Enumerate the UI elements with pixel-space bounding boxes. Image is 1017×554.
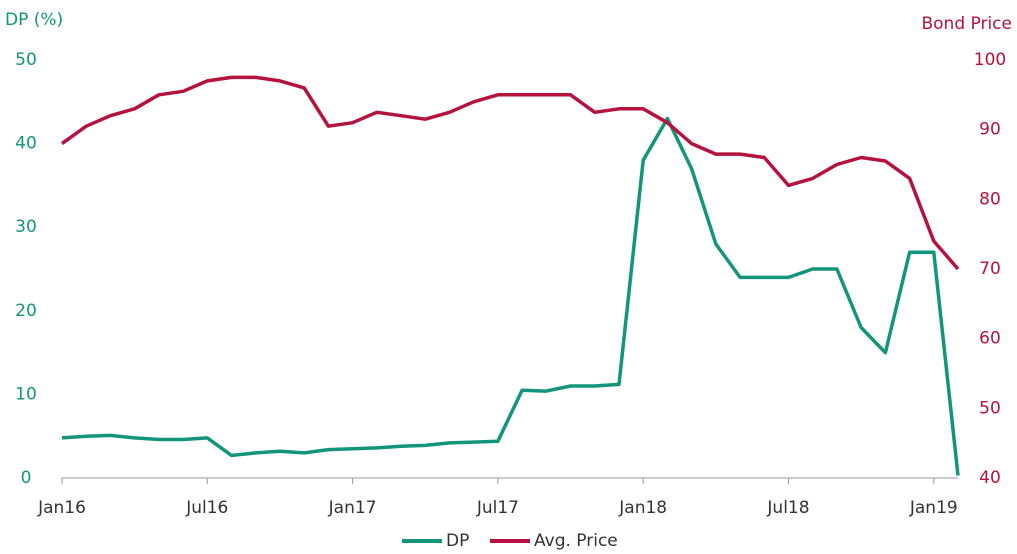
y2-tick-label: 70 [979,259,1001,279]
y-axis-title: DP (%) [5,10,63,30]
x-tick-label: Jan16 [37,498,86,518]
y2-axis-title: Bond Price [921,14,1012,34]
y-tick-label: 10 [15,384,37,404]
x-tick-label: Jan19 [909,498,958,518]
y2-tick-label: 80 [979,189,1001,209]
y2-tick-label: 100 [974,50,1006,70]
y-tick-label: 50 [15,50,37,70]
legend-label: DP [446,531,469,551]
y2-tick-label: 90 [979,120,1001,140]
series-line [60,75,960,271]
y-tick-label: 0 [21,468,32,488]
x-tick-label: Jul18 [766,498,809,518]
x-tick-label: Jul16 [185,498,228,518]
y2-tick-label: 60 [979,329,1001,349]
legend-label: Avg. Price [534,531,618,551]
x-tick-label: Jan18 [618,498,667,518]
y-tick-label: 30 [15,217,37,237]
x-tick-label: Jan17 [328,498,377,518]
y-tick-label: 20 [15,301,37,321]
y2-tick-label: 50 [979,398,1001,418]
series-line [61,116,960,476]
y2-tick-label: 40 [979,468,1001,488]
y-tick-label: 40 [15,134,37,154]
x-tick-label: Jul17 [476,498,519,518]
